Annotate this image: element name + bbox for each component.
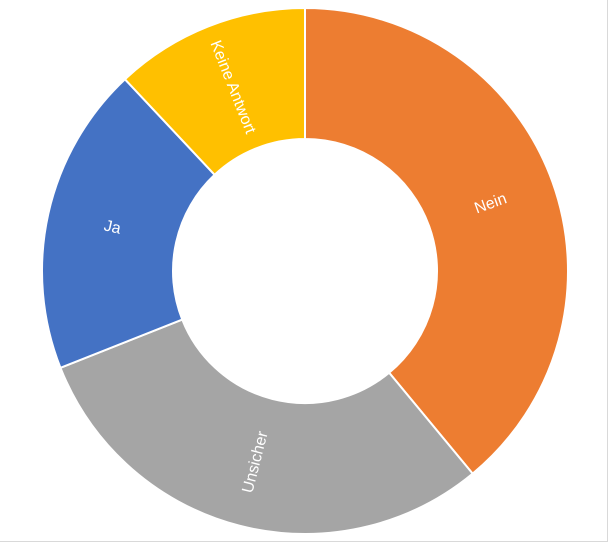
slice-ja	[41, 77, 217, 370]
slice-nein	[304, 6, 569, 476]
slice-label-ja: Ja	[102, 218, 122, 238]
slice-keine-antwort	[123, 6, 306, 177]
slice-unsicher	[59, 318, 475, 535]
